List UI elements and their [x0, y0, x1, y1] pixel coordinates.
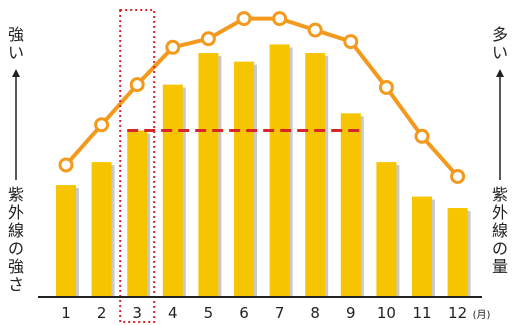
x-tick-labels: 1 2 3 4 5 6 7 8 9 10 11 12 (月): [61, 304, 490, 322]
line-path: [66, 19, 458, 177]
right-axis-label-top: 多い: [492, 25, 508, 62]
left-axis-label-top: 強い: [8, 25, 24, 62]
axis-label-char: 強: [8, 257, 24, 276]
axis-label-char: 紫: [492, 185, 508, 204]
axis-label-char: 多: [492, 25, 508, 44]
axis-label-char: 外: [8, 203, 24, 222]
bar-9: [341, 113, 361, 297]
axis-label-char: 線: [492, 221, 508, 240]
line-point-4: [167, 41, 179, 53]
tick-label-10: 10: [377, 304, 396, 322]
axis-label-char: 外: [492, 203, 508, 222]
tick-label-2: 2: [97, 304, 107, 322]
tick-label-6: 6: [239, 304, 249, 322]
axis-label-char: 紫: [8, 185, 24, 204]
line-point-3: [131, 79, 143, 91]
line-point-8: [309, 24, 321, 36]
axis-label-char: 量: [492, 257, 508, 276]
tick-label-1: 1: [61, 304, 71, 322]
line-point-10: [380, 81, 392, 93]
tick-label-5: 5: [204, 304, 214, 322]
axis-label-char: い: [492, 43, 508, 62]
line-point-1: [60, 159, 72, 171]
axis-label-char: の: [492, 239, 508, 258]
tick-label-8: 8: [310, 304, 320, 322]
line-point-12: [452, 170, 464, 182]
axis-label-char: の: [8, 239, 24, 258]
axis-label-char: さ: [8, 275, 24, 294]
bar-5: [198, 53, 218, 297]
bar-6: [234, 62, 254, 297]
line-point-11: [416, 130, 428, 142]
line-point-7: [274, 13, 286, 25]
bar-12: [448, 208, 468, 297]
line-point-6: [238, 13, 250, 25]
line-point-5: [202, 33, 214, 45]
tick-label-12: 12: [448, 304, 467, 322]
bar-1: [56, 185, 76, 297]
x-unit-label: (月): [473, 309, 491, 321]
axis-label-char: 線: [8, 221, 24, 240]
bar-series: [56, 44, 471, 297]
axis-label-char: 強: [8, 25, 24, 44]
tick-label-7: 7: [275, 304, 285, 322]
tick-label-9: 9: [346, 304, 356, 322]
axis-label-char: い: [8, 43, 24, 62]
bar-10: [376, 162, 396, 297]
left-axis-arrow-head: [12, 69, 20, 77]
bar-11: [412, 197, 432, 297]
bar-7: [270, 44, 290, 297]
tick-label-11: 11: [412, 304, 431, 322]
right-axis-arrow-head: [496, 69, 504, 77]
bar-3: [127, 131, 147, 297]
bar-2: [92, 162, 112, 297]
line-point-2: [96, 119, 108, 131]
bar-4: [163, 85, 183, 297]
tick-label-4: 4: [168, 304, 178, 322]
tick-label-3: 3: [132, 304, 142, 322]
line-point-9: [345, 36, 357, 48]
bar-8: [305, 53, 325, 297]
